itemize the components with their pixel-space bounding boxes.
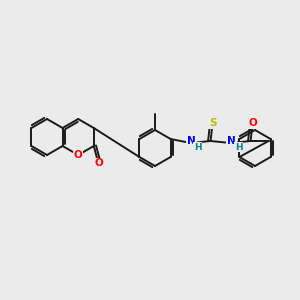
Text: S: S xyxy=(209,118,216,128)
Text: H: H xyxy=(194,142,201,152)
Text: O: O xyxy=(248,118,257,128)
Text: H: H xyxy=(235,142,242,152)
Text: N: N xyxy=(227,136,236,146)
Text: O: O xyxy=(94,158,103,168)
Text: N: N xyxy=(187,136,196,146)
Text: O: O xyxy=(74,150,82,160)
